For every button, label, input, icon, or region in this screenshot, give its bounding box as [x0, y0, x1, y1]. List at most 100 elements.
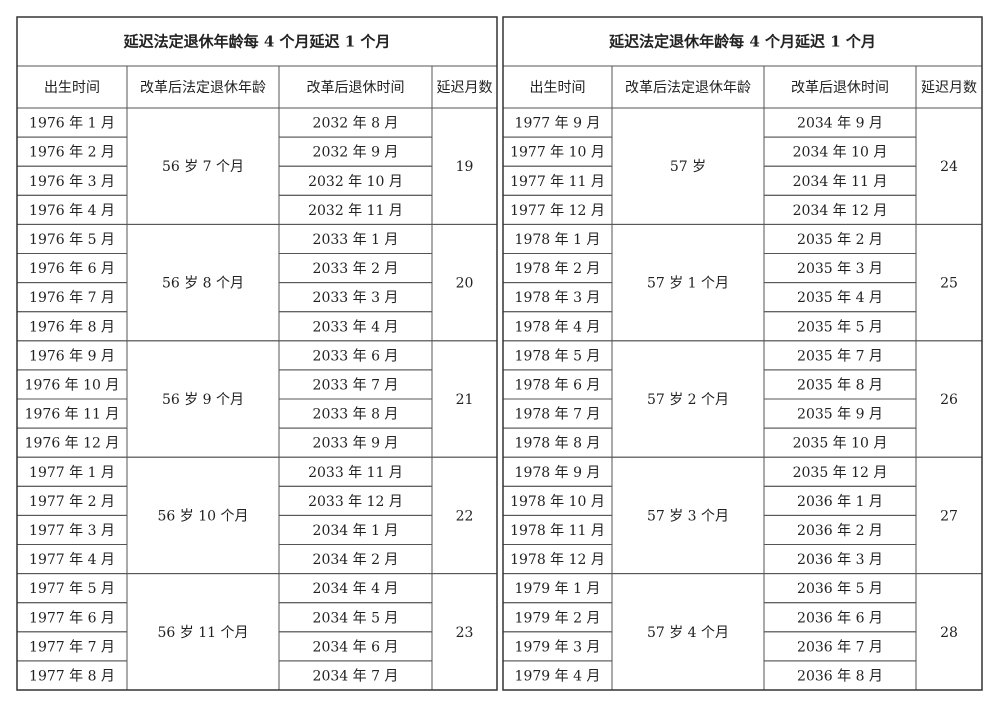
delay-months: 23 [456, 625, 474, 641]
birth-date: 1979 年 4 月 [515, 668, 601, 684]
birth-date: 1977 年 8 月 [29, 668, 115, 684]
retirement-date: 2036 年 1 月 [797, 494, 883, 510]
birth-date: 1976 年 1 月 [29, 116, 115, 132]
delay-months: 26 [940, 392, 958, 408]
retirement-date: 2034 年 1 月 [313, 523, 399, 539]
delay-months: 27 [940, 508, 958, 524]
column-header: 延迟月数 [921, 80, 977, 96]
birth-date: 1976 年 2 月 [29, 145, 115, 161]
birth-date: 1979 年 1 月 [515, 581, 601, 597]
retirement-age: 56 岁 10 个月 [158, 508, 249, 524]
retirement-date: 2034 年 10 月 [793, 145, 888, 161]
column-header: 改革后退休时间 [307, 80, 405, 96]
birth-date: 1978 年 1 月 [515, 232, 601, 248]
birth-date: 1978 年 12 月 [510, 552, 605, 568]
retirement-date: 2032 年 9 月 [313, 145, 399, 161]
retirement-date: 2033 年 8 月 [313, 407, 399, 423]
birth-date: 1978 年 9 月 [515, 465, 601, 481]
retirement-date: 2034 年 7 月 [313, 668, 399, 684]
retirement-age: 57 岁 3 个月 [647, 508, 729, 524]
retirement-age: 56 岁 11 个月 [158, 625, 249, 641]
retirement-date: 2033 年 12 月 [308, 494, 403, 510]
birth-date: 1977 年 1 月 [29, 465, 115, 481]
retirement-age: 57 岁 [670, 159, 706, 175]
birth-date: 1976 年 3 月 [29, 174, 115, 190]
table-outline [502, 16, 983, 691]
retirement-date: 2036 年 8 月 [797, 668, 883, 684]
retirement-date: 2033 年 4 月 [313, 319, 399, 335]
retirement-date: 2036 年 6 月 [797, 610, 883, 626]
retirement-age: 56 岁 7 个月 [162, 159, 244, 175]
retirement-age: 57 岁 4 个月 [647, 625, 729, 641]
birth-date: 1976 年 11 月 [25, 407, 120, 423]
retirement-date: 2035 年 3 月 [797, 261, 883, 277]
retirement-date: 2033 年 11 月 [308, 465, 403, 481]
birth-date: 1977 年 10 月 [510, 145, 605, 161]
retirement-date: 2035 年 2 月 [797, 232, 883, 248]
delay-months: 22 [456, 508, 474, 524]
birth-date: 1977 年 6 月 [29, 610, 115, 626]
retirement-date: 2033 年 2 月 [313, 261, 399, 277]
retirement-date: 2034 年 9 月 [797, 116, 883, 132]
column-header: 出生时间 [530, 80, 586, 96]
retirement-date: 2034 年 6 月 [313, 639, 399, 655]
retirement-age: 57 岁 1 个月 [647, 276, 729, 292]
delay-months: 28 [940, 625, 958, 641]
retirement-age: 57 岁 2 个月 [647, 392, 729, 408]
birth-date: 1976 年 10 月 [25, 377, 120, 393]
delay-months: 21 [456, 392, 474, 408]
retirement-age: 56 岁 9 个月 [162, 392, 244, 408]
retirement-date: 2035 年 10 月 [793, 436, 888, 452]
delay-months: 19 [456, 159, 474, 175]
retirement-date: 2033 年 9 月 [313, 436, 399, 452]
birth-date: 1977 年 5 月 [29, 581, 115, 597]
retirement-date: 2036 年 2 月 [797, 523, 883, 539]
retirement-date: 2032 年 11 月 [308, 203, 403, 219]
birth-date: 1976 年 9 月 [29, 348, 115, 364]
birth-date: 1977 年 12 月 [510, 203, 605, 219]
birth-date: 1977 年 7 月 [29, 639, 115, 655]
retirement-date: 2035 年 4 月 [797, 290, 883, 306]
retirement-date: 2036 年 5 月 [797, 581, 883, 597]
birth-date: 1978 年 8 月 [515, 436, 601, 452]
birth-date: 1978 年 11 月 [510, 523, 605, 539]
retirement-date: 2034 年 11 月 [793, 174, 888, 190]
column-header: 出生时间 [44, 80, 100, 96]
retirement-date: 2032 年 8 月 [313, 116, 399, 132]
retirement-date: 2036 年 7 月 [797, 639, 883, 655]
retirement-date: 2033 年 1 月 [313, 232, 399, 248]
birth-date: 1978 年 2 月 [515, 261, 601, 277]
birth-date: 1978 年 3 月 [515, 290, 601, 306]
column-header: 改革后退休时间 [791, 80, 889, 96]
retirement-date: 2035 年 9 月 [797, 407, 883, 423]
retirement-date: 2034 年 5 月 [313, 610, 399, 626]
retirement-age: 56 岁 8 个月 [162, 276, 244, 292]
retirement-date: 2035 年 7 月 [797, 348, 883, 364]
retirement-date: 2034 年 12 月 [793, 203, 888, 219]
retirement-date: 2035 年 8 月 [797, 377, 883, 393]
birth-date: 1978 年 7 月 [515, 407, 601, 423]
retirement-date: 2035 年 5 月 [797, 319, 883, 335]
column-header: 延迟月数 [437, 80, 493, 96]
retirement-date: 2034 年 4 月 [313, 581, 399, 597]
birth-date: 1979 年 3 月 [515, 639, 601, 655]
birth-date: 1977 年 4 月 [29, 552, 115, 568]
birth-date: 1978 年 10 月 [510, 494, 605, 510]
retirement-date: 2034 年 2 月 [313, 552, 399, 568]
table-outline [16, 16, 498, 691]
birth-date: 1976 年 7 月 [29, 290, 115, 306]
birth-date: 1976 年 6 月 [29, 261, 115, 277]
birth-date: 1976 年 5 月 [29, 232, 115, 248]
birth-date: 1977 年 2 月 [29, 494, 115, 510]
birth-date: 1977 年 3 月 [29, 523, 115, 539]
column-header: 改革后法定退休年龄 [140, 80, 266, 96]
birth-date: 1978 年 4 月 [515, 319, 601, 335]
birth-date: 1977 年 9 月 [515, 116, 601, 132]
retirement-date: 2033 年 3 月 [313, 290, 399, 306]
birth-date: 1976 年 8 月 [29, 319, 115, 335]
retirement-date: 2035 年 12 月 [793, 465, 888, 481]
table-title: 延迟法定退休年龄每 4 个月延迟 1 个月 [608, 33, 876, 51]
retirement-date: 2033 年 7 月 [313, 377, 399, 393]
delay-months: 24 [940, 159, 958, 175]
